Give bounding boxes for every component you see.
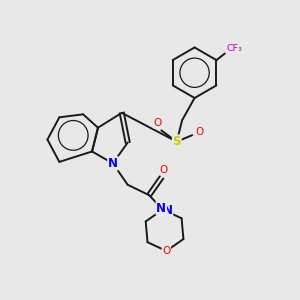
- Text: O: O: [160, 165, 168, 175]
- Text: N: N: [108, 157, 118, 170]
- Text: N: N: [156, 202, 166, 214]
- Text: O: O: [154, 118, 162, 128]
- Text: CF₃: CF₃: [227, 44, 243, 53]
- Text: O: O: [196, 127, 204, 136]
- Text: O: O: [162, 246, 170, 256]
- Text: N: N: [163, 203, 172, 217]
- Text: S: S: [172, 135, 181, 148]
